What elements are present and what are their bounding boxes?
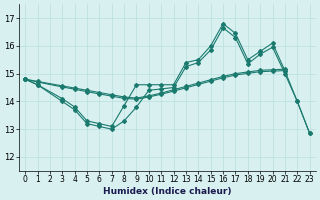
X-axis label: Humidex (Indice chaleur): Humidex (Indice chaleur) — [103, 187, 232, 196]
